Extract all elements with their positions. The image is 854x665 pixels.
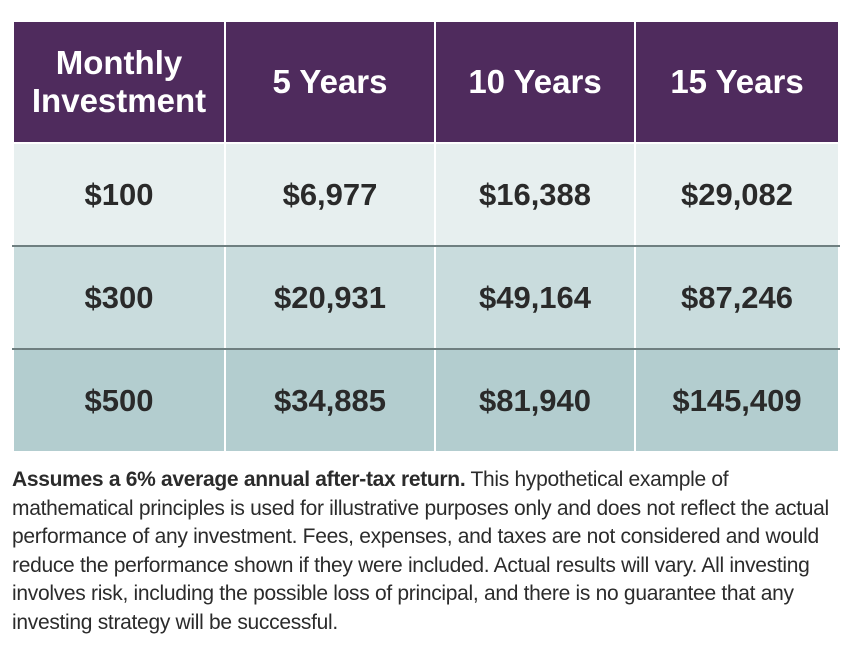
table-cell: $500	[12, 348, 226, 453]
header-cell-5-years: 5 Years	[224, 20, 436, 144]
table-cell: $300	[12, 245, 226, 350]
header-row: Monthly Investment 5 Years 10 Years 15 Y…	[12, 20, 840, 144]
disclaimer-body: This hypothetical example of mathematica…	[12, 468, 829, 634]
header-cell-15-years: 15 Years	[634, 20, 840, 144]
header-cell-10-years: 10 Years	[434, 20, 636, 144]
table-row: $100 $6,977 $16,388 $29,082	[12, 142, 840, 247]
table-cell: $81,940	[434, 348, 636, 453]
table-cell: $87,246	[634, 245, 840, 350]
header-cell-monthly-investment: Monthly Investment	[12, 20, 226, 144]
table-cell: $20,931	[224, 245, 436, 350]
table-row: $300 $20,931 $49,164 $87,246	[12, 245, 840, 350]
table-cell: $100	[12, 142, 226, 247]
table-cell: $29,082	[634, 142, 840, 247]
table-cell: $34,885	[224, 348, 436, 453]
investment-growth-table: Monthly Investment 5 Years 10 Years 15 Y…	[12, 20, 840, 453]
table-cell: $6,977	[224, 142, 436, 247]
table-cell: $16,388	[434, 142, 636, 247]
disclaimer-lead: Assumes a 6% average annual after-tax re…	[12, 468, 466, 491]
table-cell: $49,164	[434, 245, 636, 350]
table-row: $500 $34,885 $81,940 $145,409	[12, 348, 840, 453]
disclaimer-text: Assumes a 6% average annual after-tax re…	[12, 466, 844, 637]
table-cell: $145,409	[634, 348, 840, 453]
